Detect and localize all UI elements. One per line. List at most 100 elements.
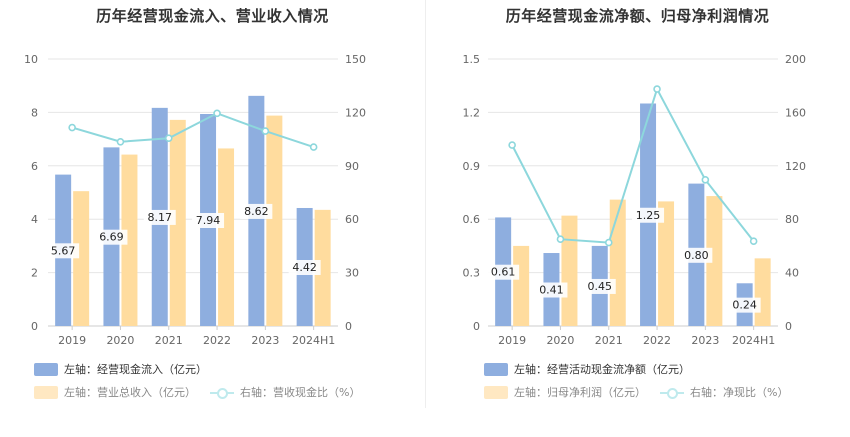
data-label-bg — [487, 264, 520, 280]
legend-row-1: 左轴：经营活动现金流净额（亿元） — [484, 361, 704, 377]
legend-swatch-bar-blue — [484, 362, 508, 376]
bar-secondary — [73, 191, 90, 326]
bar-secondary — [609, 199, 626, 326]
legend-item-ratio[interactable]: 右轴：营收现金比（%） — [210, 384, 360, 400]
legend-label: 左轴：营业总收入（亿元） — [64, 386, 196, 399]
bar-data-label: 0.61 — [491, 266, 516, 279]
ratio-point — [116, 137, 125, 146]
ratio-point — [508, 141, 516, 149]
legend-label: 右轴：净现比（%） — [690, 386, 789, 399]
y-right-tick-label: 60 — [345, 213, 359, 226]
y-right-tick-label: 90 — [345, 160, 359, 173]
ratio-point — [556, 235, 565, 244]
legend-swatch-bar-yellow — [34, 385, 58, 399]
legend-item-cash-inflow[interactable]: 左轴：经营现金流入（亿元） — [34, 361, 207, 377]
x-tick-label: 2020 — [106, 334, 134, 347]
y-right-tick-label: 120 — [785, 160, 806, 173]
bar-secondary — [169, 119, 186, 326]
x-tick-label: 2023 — [691, 334, 719, 347]
y-left-tick-label: 0.6 — [463, 213, 481, 226]
y-left-tick-label: 0.3 — [463, 267, 481, 280]
y-right-tick-label: 80 — [785, 213, 799, 226]
legend-item-ratio[interactable]: 右轴：净现比（%） — [660, 384, 788, 400]
panel-divider — [425, 0, 426, 408]
x-tick-label: 2023 — [251, 334, 279, 347]
y-left-tick-label: 1.2 — [463, 106, 481, 119]
data-label-bg — [143, 209, 176, 225]
legend-label: 右轴：营收现金比（%） — [240, 386, 361, 399]
ratio-point — [309, 143, 318, 151]
bar-data-label: 1.25 — [636, 209, 661, 222]
y-right-tick-label: 160 — [785, 106, 806, 119]
data-label-bg — [583, 278, 616, 294]
bar-data-label: 4.42 — [292, 261, 317, 274]
x-tick-label: 2024H1 — [292, 334, 335, 347]
legend-label: 左轴：归母净利润（亿元） — [514, 386, 646, 399]
left-chart-panel: 历年经营现金流入、营业收入情况 0 0 2 30 4 60 6 90 8 120 10 150 2019… — [24, 7, 374, 400]
ratio-point — [261, 127, 270, 135]
legend-item-net-cash[interactable]: 左轴：经营活动现金流净额（亿元） — [484, 361, 690, 377]
chart-title: 历年经营现金流净额、归母净利润情况 — [505, 7, 770, 25]
x-tick-label: 2024H1 — [732, 334, 775, 347]
ratio-point — [213, 109, 221, 118]
ratio-point — [164, 134, 173, 143]
legend-row-2: 左轴：归母净利润（亿元） 右轴：净现比（%） — [484, 384, 802, 400]
chart-title: 历年经营现金流入、营业收入情况 — [96, 7, 329, 25]
y-right-tick-label: 40 — [785, 267, 799, 280]
data-label-bg — [288, 259, 321, 275]
bar-secondary — [754, 258, 771, 326]
legend-swatch-bar-yellow — [484, 385, 508, 399]
x-tick-label: 2019 — [58, 334, 86, 347]
chart-plot-area: 0 0 2 30 4 60 6 90 8 120 10 150 2019 2020 2021 2022 2023… — [24, 53, 366, 347]
y-left-tick-label: 0.9 — [463, 160, 481, 173]
ratio-point — [653, 85, 661, 93]
legend-swatch-bar-blue — [34, 362, 58, 376]
bar-data-label: 0.41 — [539, 284, 564, 297]
bar-data-label: 8.62 — [244, 205, 269, 218]
legend-line-marker-icon — [210, 386, 234, 399]
data-label-bg — [535, 282, 568, 298]
bar-secondary — [218, 148, 235, 326]
chart-plot-area: 0 0 0.3 40 0.6 80 0.9 120 1.2 160 1.5 200 2019 2020 20… — [463, 53, 807, 347]
bar-data-label: 5.67 — [51, 244, 76, 257]
data-label-bg — [728, 297, 761, 313]
bar-secondary — [513, 245, 530, 326]
data-label-bg — [47, 243, 80, 259]
y-right-tick-label: 30 — [345, 267, 359, 280]
legend-item-revenue[interactable]: 左轴：营业总收入（亿元） — [34, 384, 196, 400]
x-tick-label: 2020 — [546, 334, 574, 347]
y-left-tick-label: 8 — [31, 106, 38, 119]
y-right-tick-label: 0 — [345, 320, 352, 333]
y-right-tick-label: 120 — [345, 106, 366, 119]
x-tick-label: 2022 — [203, 334, 231, 347]
y-right-tick-label: 200 — [785, 53, 806, 66]
bar-secondary — [561, 215, 578, 326]
bar-secondary — [658, 201, 675, 326]
legend-item-net-profit[interactable]: 左轴：归母净利润（亿元） — [484, 384, 646, 400]
ratio-point — [68, 123, 76, 132]
bar-secondary — [706, 196, 723, 326]
legend-line-marker-icon — [660, 386, 684, 399]
legend-row-2: 左轴：营业总收入（亿元） 右轴：营收现金比（%） — [34, 384, 374, 400]
y-left-tick-label: 1.5 — [463, 53, 481, 66]
y-left-tick-label: 10 — [24, 53, 38, 66]
y-right-tick-label: 150 — [345, 53, 366, 66]
y-left-tick-label: 2 — [31, 267, 38, 280]
x-tick-label: 2022 — [643, 334, 671, 347]
x-tick-label: 2021 — [155, 334, 183, 347]
x-tick-label: 2019 — [498, 334, 526, 347]
ratio-line — [71, 112, 314, 149]
data-label-bg — [192, 213, 225, 229]
y-left-tick-label: 0 — [31, 320, 38, 333]
x-tick-label: 2021 — [595, 334, 623, 347]
bar-secondary — [314, 209, 331, 326]
legend-label: 左轴：经营现金流入（亿元） — [64, 363, 207, 376]
y-left-tick-label: 0 — [473, 320, 480, 333]
data-label-bg — [632, 207, 665, 223]
bar-data-label: 8.17 — [148, 211, 173, 224]
bar-secondary — [266, 115, 283, 326]
y-left-tick-label: 4 — [31, 213, 38, 226]
bar-data-label: 0.24 — [732, 299, 757, 312]
ratio-line — [511, 86, 755, 244]
ratio-point — [604, 238, 613, 247]
